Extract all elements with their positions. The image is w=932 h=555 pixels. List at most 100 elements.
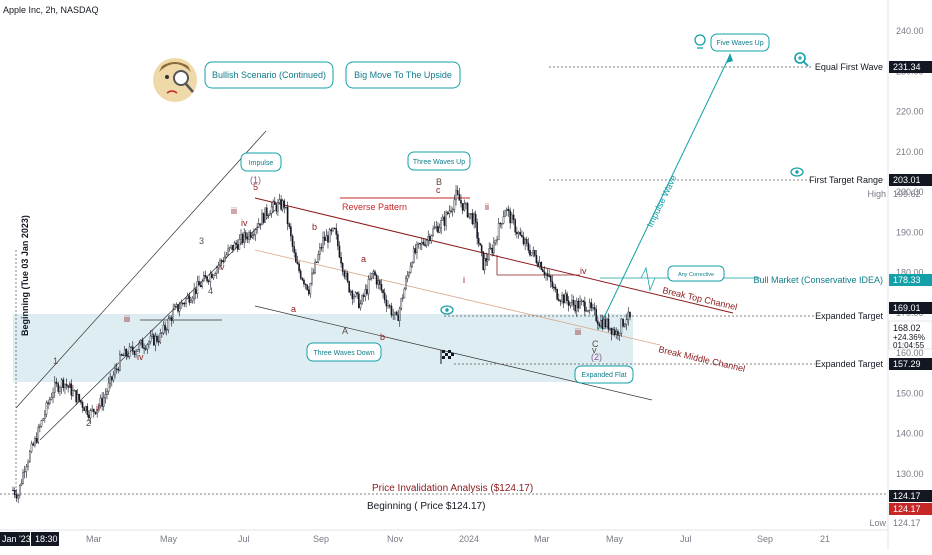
candle-body bbox=[458, 194, 461, 201]
wave-v2-label: v bbox=[220, 262, 225, 272]
candle-body bbox=[341, 263, 344, 272]
reverse-pattern-label: Reverse Pattern bbox=[342, 202, 407, 212]
price-tag bbox=[889, 61, 932, 73]
impulse-bubble[interactable]: Impulse bbox=[240, 152, 282, 172]
candle-body bbox=[445, 212, 447, 226]
y-tick-label: 220.00 bbox=[896, 107, 924, 117]
candle-body bbox=[251, 235, 254, 238]
candle-body bbox=[333, 227, 336, 230]
impulse-wave-arrow bbox=[597, 53, 733, 331]
candle-body bbox=[180, 302, 183, 309]
chart-title: Apple Inc, 2h, NASDAQ bbox=[3, 5, 99, 15]
candle-body bbox=[443, 216, 446, 226]
candle-body bbox=[412, 248, 415, 263]
candle-body bbox=[430, 235, 433, 241]
candle-body bbox=[519, 232, 522, 236]
candle-body bbox=[584, 301, 586, 312]
any-corrective-bubble[interactable]: Any Corrective bbox=[667, 265, 725, 282]
eye-icon-expanded bbox=[440, 305, 454, 315]
impulse-arrow-head bbox=[726, 53, 733, 63]
candle-body bbox=[293, 246, 296, 253]
wave-v4-label: v bbox=[592, 345, 597, 355]
bullish-bubble[interactable]: Bullish Scenario (Continued) bbox=[204, 61, 334, 89]
candle-body bbox=[253, 234, 255, 236]
candle-body bbox=[270, 206, 273, 214]
candle-body bbox=[448, 210, 451, 215]
candle-body bbox=[499, 222, 502, 225]
level-lines bbox=[0, 66, 888, 495]
impulse-bubble-text: Impulse bbox=[249, 160, 274, 167]
price-axis[interactable]: 240.00230.00220.00210.00200.00190.00180.… bbox=[896, 26, 924, 479]
candle-body bbox=[590, 302, 593, 308]
candle-body bbox=[211, 273, 213, 279]
candle-body bbox=[203, 275, 205, 282]
candle-body bbox=[227, 248, 229, 255]
candle-body bbox=[450, 210, 452, 212]
time-axis[interactable]: Jan '23 18:30 Mar May Jul Sep Nov 2024 Mar May Jul… bbox=[0, 529, 888, 546]
big-move-bubble[interactable]: Big Move To The Upside bbox=[345, 61, 461, 89]
candle-body bbox=[627, 311, 630, 320]
candle-body bbox=[369, 278, 371, 280]
candle-body bbox=[517, 232, 520, 235]
candle-body bbox=[514, 219, 516, 233]
candle-body bbox=[89, 410, 92, 419]
low-value: 124.17 bbox=[893, 518, 921, 528]
candle-body bbox=[403, 288, 406, 299]
candle-body bbox=[198, 281, 200, 286]
candle-body bbox=[178, 307, 181, 312]
candle-body bbox=[375, 275, 378, 285]
candle-body bbox=[486, 259, 489, 262]
three-up-bubble[interactable]: Three Waves Up bbox=[407, 151, 471, 171]
candle-body bbox=[604, 319, 607, 327]
candle-body bbox=[32, 443, 35, 446]
x-tick-label: 2024 bbox=[459, 534, 479, 544]
wave-b2-label: b bbox=[380, 332, 385, 342]
five-up-bubble[interactable]: Five Waves Up bbox=[710, 33, 770, 52]
candle-body bbox=[13, 490, 16, 495]
candle-body bbox=[209, 273, 212, 282]
candle-body bbox=[127, 355, 129, 357]
x-tick-label: 21 bbox=[820, 534, 830, 544]
candle-body bbox=[455, 190, 457, 201]
candle-body bbox=[489, 247, 492, 250]
candle-body bbox=[493, 242, 495, 254]
wave-C-label: C bbox=[592, 339, 599, 349]
candle-body bbox=[534, 250, 536, 256]
candle-body bbox=[622, 318, 624, 327]
candle-body bbox=[12, 489, 14, 492]
candle-body bbox=[367, 278, 370, 295]
expanded-flat-bubble[interactable]: Expanded Flat bbox=[574, 365, 634, 384]
candle-body bbox=[194, 288, 197, 294]
eye-icon-target bbox=[790, 167, 804, 177]
candle-body bbox=[615, 331, 618, 335]
candle-body bbox=[114, 368, 116, 376]
three-down-bubble[interactable]: Three Waves Down bbox=[306, 342, 382, 362]
candle-body bbox=[353, 296, 355, 299]
candle-body bbox=[501, 223, 503, 225]
candle-body bbox=[319, 247, 321, 255]
candle-body bbox=[435, 225, 438, 228]
x-tick-label: Nov bbox=[387, 534, 404, 544]
current-price-countdown: 01:04:55 bbox=[893, 341, 925, 350]
y-tick-label: 180.00 bbox=[896, 268, 924, 278]
candle-body bbox=[80, 400, 82, 403]
candle-body bbox=[102, 397, 105, 407]
candle-body bbox=[67, 385, 69, 388]
x-cursor-label: Jan '23 bbox=[2, 534, 31, 544]
high-label: High bbox=[867, 189, 886, 199]
candle-body bbox=[535, 255, 538, 263]
candle-body bbox=[23, 471, 26, 473]
candle-body bbox=[397, 314, 399, 321]
candle-body bbox=[309, 283, 312, 295]
plot-area[interactable] bbox=[0, 0, 888, 550]
candle-body bbox=[551, 281, 554, 288]
candle-body bbox=[232, 244, 234, 251]
y-tick-label: 200.00 bbox=[896, 187, 924, 197]
candle-body bbox=[587, 310, 589, 312]
candle-body bbox=[337, 234, 339, 247]
candle-body bbox=[259, 223, 262, 226]
lightbulb-icon bbox=[694, 34, 706, 49]
candle-body bbox=[224, 256, 226, 262]
candle-body bbox=[152, 334, 155, 346]
